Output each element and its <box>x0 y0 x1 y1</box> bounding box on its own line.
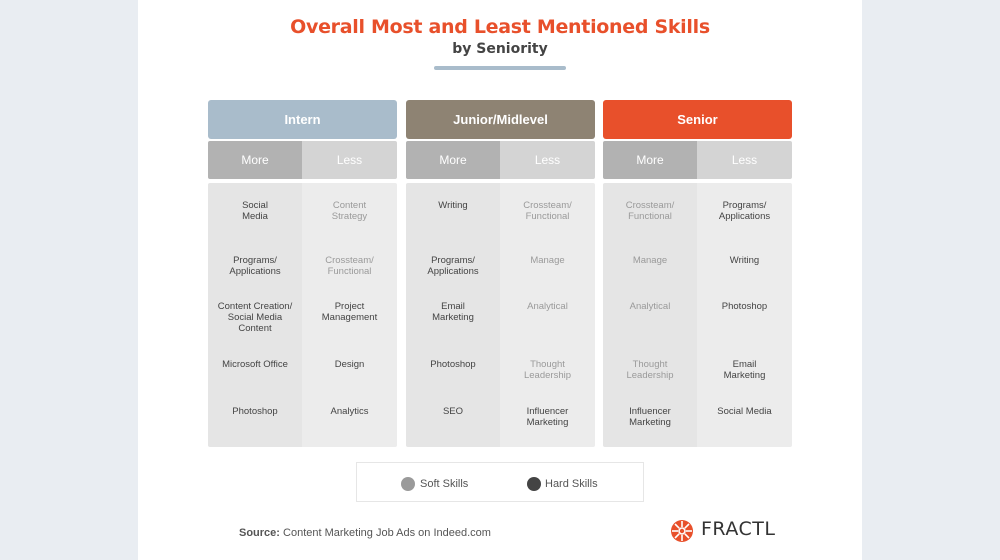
more-column: Writing Programs/ Applications Email Marke… <box>406 183 500 447</box>
skill-cell: Thought Leadership <box>626 359 674 381</box>
more-label: More <box>406 141 500 179</box>
more-label: More <box>208 141 302 179</box>
skills-table: Crossteam/ Functional Manage Analytical Tho… <box>603 183 792 447</box>
more-column: Crossteam/ Functional Manage Analytical Tho… <box>603 183 697 447</box>
less-label: Less <box>697 141 792 179</box>
skill-cell: Crossteam/ Functional <box>523 200 572 222</box>
skill-cell: Email Marketing <box>723 359 766 381</box>
group-senior: Senior More Less Crossteam/ Functional Manag… <box>603 100 792 447</box>
skill-cell: Analytical <box>527 301 568 312</box>
more-less-header: More Less <box>406 141 595 179</box>
group-intern: Intern More Less Social Media Programs/ Appl… <box>208 100 397 447</box>
skill-cell: Manage <box>632 255 668 266</box>
more-less-header: More Less <box>208 141 397 179</box>
skill-cell: Influencer Marketing <box>526 406 569 428</box>
more-column: Social Media Programs/ Applications Conten… <box>208 183 302 447</box>
skill-cell: Photoshop <box>721 301 768 312</box>
group-header: Senior <box>603 100 792 139</box>
soft-skill-dot-icon <box>401 477 415 491</box>
source-note: Source: Content Marketing Job Ads on Ind… <box>239 527 491 539</box>
less-label: Less <box>500 141 595 179</box>
skill-cell: Social Media <box>717 406 772 417</box>
legend-soft-label: Soft Skills <box>420 478 469 490</box>
group-header: Junior/Midlevel <box>406 100 595 139</box>
skill-cell: Design <box>334 359 365 370</box>
more-label: More <box>603 141 697 179</box>
source-text: Content Marketing Job Ads on Indeed.com <box>283 527 491 539</box>
fractl-sun-icon <box>671 520 693 542</box>
page-subtitle: by Seniority <box>452 41 548 57</box>
skill-cell: Photoshop <box>430 359 476 370</box>
skill-cell: Email Marketing <box>432 301 474 323</box>
page-title: Overall Most and Least Mentioned Skills <box>290 16 710 38</box>
group-junior-midlevel: Junior/Midlevel More Less Writing Programs/ … <box>406 100 595 447</box>
skill-cell: Social Media <box>242 200 268 222</box>
skill-cell: Content Strategy <box>331 200 368 222</box>
less-label: Less <box>302 141 397 179</box>
skills-table: Writing Programs/ Applications Email Marke… <box>406 183 595 447</box>
skill-cell: Analytical <box>629 301 671 312</box>
skill-cell: Analytics <box>330 406 369 417</box>
fractl-logo-text: FRACTL <box>701 518 776 540</box>
title-underline <box>434 66 566 70</box>
skill-cell: Microsoft Office <box>222 359 288 370</box>
skill-cell: SEO <box>442 406 464 417</box>
skill-cell: Programs/ Applications <box>718 200 771 222</box>
skill-cell: Project Management <box>321 301 378 323</box>
skill-cell: Photoshop <box>232 406 278 417</box>
skill-cell: Influencer Marketing <box>629 406 671 428</box>
skill-cell: Programs/ Applications <box>229 255 281 277</box>
skill-cell: Writing <box>438 200 468 211</box>
legend: Soft Skills Hard Skills <box>356 462 644 502</box>
legend-hard-label: Hard Skills <box>545 478 598 490</box>
group-header: Intern <box>208 100 397 139</box>
skill-cell: Programs/ Applications <box>427 255 479 277</box>
skill-cell: Crossteam/ Functional <box>625 200 675 222</box>
more-less-header: More Less <box>603 141 792 179</box>
less-column: Crossteam/ Functional Manage Analytical Tho… <box>500 183 595 447</box>
skill-cell: Thought Leadership <box>523 359 571 381</box>
skill-cell: Content Creation/ Social Media Content <box>217 301 293 334</box>
skill-cell: Manage <box>530 255 565 266</box>
skills-table: Social Media Programs/ Applications Conten… <box>208 183 397 447</box>
hard-skill-dot-icon <box>527 477 541 491</box>
less-column: Programs/ Applications Writing Photoshop Em… <box>697 183 792 447</box>
skill-cell: Crossteam/ Functional <box>325 255 374 277</box>
skill-cell: Writing <box>729 255 760 266</box>
less-column: Content Strategy Crossteam/ Functional Pro… <box>302 183 397 447</box>
source-label: Source: <box>239 527 280 539</box>
